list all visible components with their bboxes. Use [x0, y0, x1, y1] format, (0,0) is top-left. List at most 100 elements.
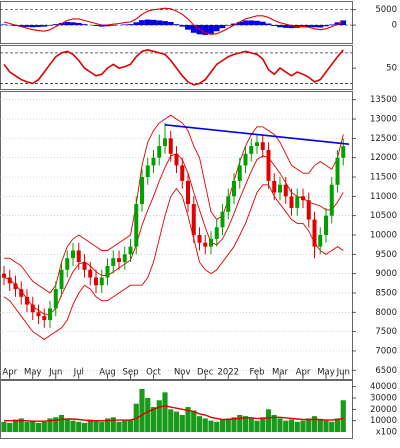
volume-bar	[1, 421, 7, 432]
candle-body	[312, 219, 317, 247]
macd-histogram-bar	[98, 25, 105, 27]
y-tick-label: 0	[392, 21, 397, 31]
macd-histogram-bar	[150, 19, 157, 26]
volume-bar	[179, 415, 185, 432]
volume-bar	[219, 419, 226, 432]
candle-body	[105, 265, 110, 278]
macd-histogram-bar	[173, 24, 180, 26]
candle-body	[203, 242, 208, 247]
candle-body	[140, 177, 144, 205]
macd-histogram-bar	[52, 24, 59, 26]
candle-body	[329, 184, 334, 216]
candle-body	[266, 149, 271, 181]
volume-ma-line	[4, 405, 344, 422]
macd-histogram-bar	[35, 25, 42, 27]
volume-bar	[300, 420, 306, 432]
volume-bar	[260, 417, 266, 432]
volume-bar	[225, 418, 231, 432]
candle-body	[122, 254, 127, 263]
macd-histogram-bar	[70, 22, 76, 26]
macd-histogram-bar	[104, 25, 111, 27]
x-tick-label: Aug	[99, 368, 116, 378]
candle-body	[272, 180, 277, 193]
candle-body	[76, 250, 81, 263]
macd-histogram-bar	[64, 22, 71, 26]
macd-histogram-bar	[139, 20, 145, 26]
volume-bar	[81, 422, 88, 432]
x-tick-label: May	[24, 368, 42, 378]
macd-histogram-bar	[144, 19, 151, 26]
volume-bar	[64, 419, 70, 432]
macd-histogram-bar	[167, 22, 174, 26]
candle-body	[220, 211, 225, 228]
candle-body	[232, 180, 236, 197]
x-tick-label: Jun	[336, 368, 350, 378]
volume-bar	[58, 415, 65, 432]
candle-body	[134, 204, 139, 247]
y-tick-label: 13000	[370, 115, 397, 125]
bollinger-band	[4, 114, 344, 294]
candle-body	[197, 235, 202, 243]
y-tick-label: 9500	[375, 250, 397, 260]
candle-body	[295, 196, 300, 208]
volume-bar	[76, 421, 82, 432]
candle-body	[335, 157, 340, 185]
macd-histogram-bar	[271, 25, 278, 26]
x-tick-label: Feb	[249, 368, 264, 378]
macd-histogram-bar	[18, 25, 25, 27]
macd-histogram-bar	[311, 25, 318, 28]
macd-histogram-bar	[236, 22, 243, 26]
macd-histogram-bar	[323, 25, 329, 27]
macd-histogram-bar	[213, 25, 220, 32]
volume-bar	[47, 418, 53, 432]
x-tick-label: Sep	[122, 368, 138, 378]
volume-bar	[104, 418, 111, 432]
candle-body	[174, 153, 179, 166]
candle-body	[151, 157, 156, 166]
volume-bar	[87, 419, 93, 432]
volume-bar	[248, 418, 254, 432]
volume-bar	[196, 416, 203, 432]
y-tick-label: 12500	[370, 134, 397, 144]
volume-bar	[202, 418, 208, 432]
x-tick-label: Jun	[48, 368, 62, 378]
x-tick-label: Apr	[2, 368, 17, 378]
candle-body	[186, 180, 190, 205]
x-tick-label: 2022	[217, 368, 239, 378]
candle-body	[128, 246, 133, 255]
candle-body	[163, 138, 167, 147]
volume-bar	[231, 417, 237, 432]
macd-histogram-bar	[259, 21, 266, 26]
volume-bar	[306, 418, 312, 432]
macd-histogram-bar	[81, 24, 88, 26]
volume-bar	[214, 421, 220, 432]
macd-histogram-bar	[190, 25, 197, 33]
volume-bar	[7, 422, 13, 432]
volume-bar	[311, 416, 318, 432]
volume-bar	[162, 392, 168, 432]
bollinger-band	[3, 184, 344, 340]
macd-histogram-bar	[156, 20, 163, 26]
macd-histogram-bar	[248, 20, 255, 26]
candle-body	[111, 258, 116, 266]
candle-body	[157, 146, 162, 158]
x-tick-label: Mar	[272, 368, 289, 378]
volume-bar	[294, 421, 300, 432]
volume-bar	[340, 400, 346, 432]
macd-histogram-bar	[185, 25, 191, 30]
macd-histogram-bar	[254, 20, 260, 26]
y-tick-label: 40000	[370, 382, 397, 392]
candle-body	[2, 273, 6, 278]
candle-body	[30, 304, 35, 313]
volume-bar	[30, 420, 36, 432]
candle-body	[283, 184, 288, 197]
candle-body	[255, 142, 259, 147]
y-tick-label: 8000	[375, 308, 397, 318]
macd-histogram-bar	[305, 25, 312, 27]
macd-histogram-bar	[93, 25, 99, 26]
candle-body	[94, 277, 98, 286]
volume-bar	[150, 407, 157, 432]
macd-histogram-bar	[162, 21, 168, 26]
candle-body	[88, 269, 93, 278]
